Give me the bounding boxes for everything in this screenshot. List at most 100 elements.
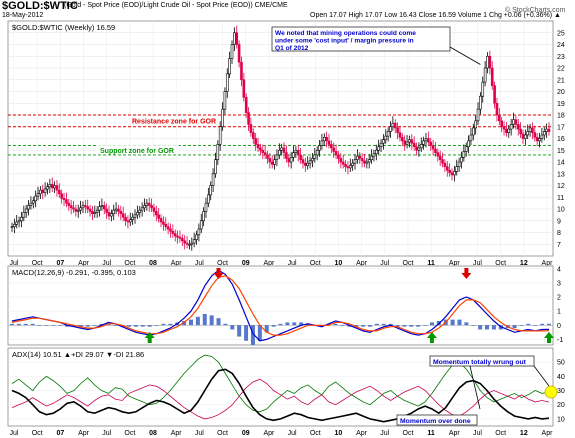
- chart-title: $GOLD:$WTIC: [2, 0, 78, 12]
- adx-x-tick-label: Jul: [102, 430, 111, 437]
- candle-body: [254, 138, 257, 145]
- candle-body: [403, 140, 406, 145]
- candle-body: [531, 127, 534, 133]
- candle-body: [398, 132, 402, 138]
- candle-body: [438, 155, 442, 160]
- macd-histogram-bar: [58, 325, 63, 326]
- candle-body: [453, 171, 456, 176]
- candle-body: [230, 44, 234, 59]
- adx-x-tick-label: Oct: [124, 430, 135, 437]
- candle-body: [197, 228, 201, 236]
- candle-body: [356, 155, 359, 160]
- candle-body: [294, 149, 298, 153]
- zone-label: Support zone for GOR: [100, 148, 174, 155]
- candle-body: [337, 154, 340, 159]
- candle-body: [521, 133, 525, 139]
- adx-x-tick-label: Jul: [10, 430, 19, 437]
- price-x-tick-label: Jul: [102, 260, 111, 267]
- adx-y-tick-label: 30: [557, 388, 565, 395]
- adx-callout-text: Momentum over done: [400, 418, 471, 425]
- ohlc-readout: Open 17.07 High 17.07 Low 16.43 Close 16…: [310, 12, 561, 19]
- candle-body: [43, 188, 47, 193]
- candle-body: [344, 164, 347, 168]
- candle-body: [396, 127, 399, 133]
- adx-callout-arrow: [533, 365, 550, 387]
- zone-label: Resistance zone for GOR: [132, 118, 216, 125]
- price-y-tick-label: 16: [557, 136, 565, 143]
- macd-histogram-bar: [147, 325, 152, 327]
- macd-histogram-bar: [23, 323, 28, 326]
- macd-histogram-bar: [464, 322, 469, 326]
- candle-body: [306, 162, 310, 166]
- candle-body: [280, 147, 283, 151]
- candle-body: [415, 146, 418, 151]
- candle-body: [209, 185, 213, 196]
- candle-body: [519, 128, 522, 135]
- adx-callout-text: Momentum totally wrung out: [433, 359, 527, 366]
- candle-body: [178, 236, 182, 239]
- macd-histogram-bar: [381, 323, 386, 326]
- adx-x-tick-label: Oct: [217, 430, 228, 437]
- zone-label-bg: [129, 115, 223, 125]
- macd-up-arrow-marker: [544, 332, 554, 343]
- macd-up-arrow-marker: [144, 332, 155, 343]
- price-y-tick-label: 24: [557, 42, 565, 49]
- candle-body: [259, 147, 262, 151]
- candle-body: [500, 120, 503, 128]
- candle-body: [405, 141, 409, 145]
- candle-body: [100, 205, 104, 207]
- candle-body: [91, 211, 94, 215]
- macd-y-tick-label: 4: [557, 266, 561, 273]
- candle-body: [481, 81, 485, 97]
- candle-body: [166, 226, 170, 230]
- candle-body: [114, 208, 118, 211]
- adx-x-tick-label: Apr: [449, 430, 461, 437]
- macd-histogram-bar: [402, 325, 407, 327]
- candle-body: [457, 161, 461, 167]
- price-x-tick-label: Oct: [310, 260, 321, 267]
- macd-histogram-bar: [306, 323, 311, 326]
- macd-histogram-bar: [85, 325, 90, 327]
- price-y-tick-label: 20: [557, 89, 565, 96]
- candle-body: [126, 220, 130, 223]
- candle-body: [367, 159, 371, 163]
- macd-histogram-bar: [395, 325, 400, 327]
- candle-body: [313, 154, 317, 159]
- macd-histogram-bar: [223, 323, 228, 326]
- candle-body: [233, 32, 236, 45]
- price-y-tick-label: 10: [557, 207, 565, 214]
- macd-histogram-bar: [113, 325, 118, 326]
- candle-body: [547, 128, 551, 132]
- candle-body: [20, 216, 23, 222]
- adx-x-tick-label: Jul: [473, 430, 482, 437]
- candle-body: [528, 127, 532, 132]
- macd-histogram-bar: [388, 323, 393, 326]
- candle-body: [157, 214, 160, 219]
- candle-body: [462, 151, 466, 158]
- candle-body: [514, 119, 518, 125]
- macd-histogram-bar: [154, 325, 159, 326]
- candle-body: [199, 220, 203, 230]
- macd-signal-line: [11, 275, 550, 336]
- macd-histogram-bar: [244, 325, 249, 341]
- adx-x-tick-label: Oct: [310, 430, 321, 437]
- macd-histogram-bar: [326, 323, 331, 326]
- macd-y-tick-label: -1: [557, 337, 563, 344]
- candle-body: [263, 152, 267, 156]
- macd-histogram-bar: [237, 325, 242, 337]
- candle-body: [190, 242, 194, 245]
- price-y-tick-label: 12: [557, 183, 565, 190]
- adx-x-tick-label: Oct: [403, 430, 414, 437]
- price-x-tick-label: 08: [149, 260, 157, 267]
- macd-histogram-bar: [457, 319, 462, 326]
- candle-body: [62, 198, 66, 200]
- candle-body: [95, 209, 99, 213]
- candle-body: [159, 218, 163, 223]
- candle-body: [524, 134, 527, 139]
- candle-body: [401, 137, 404, 142]
- candle-body: [495, 102, 499, 116]
- adx-x-tick-label: Jul: [380, 430, 389, 437]
- candle-body: [370, 155, 373, 160]
- candle-body: [24, 208, 28, 213]
- price-x-tick-label: Jul: [10, 260, 19, 267]
